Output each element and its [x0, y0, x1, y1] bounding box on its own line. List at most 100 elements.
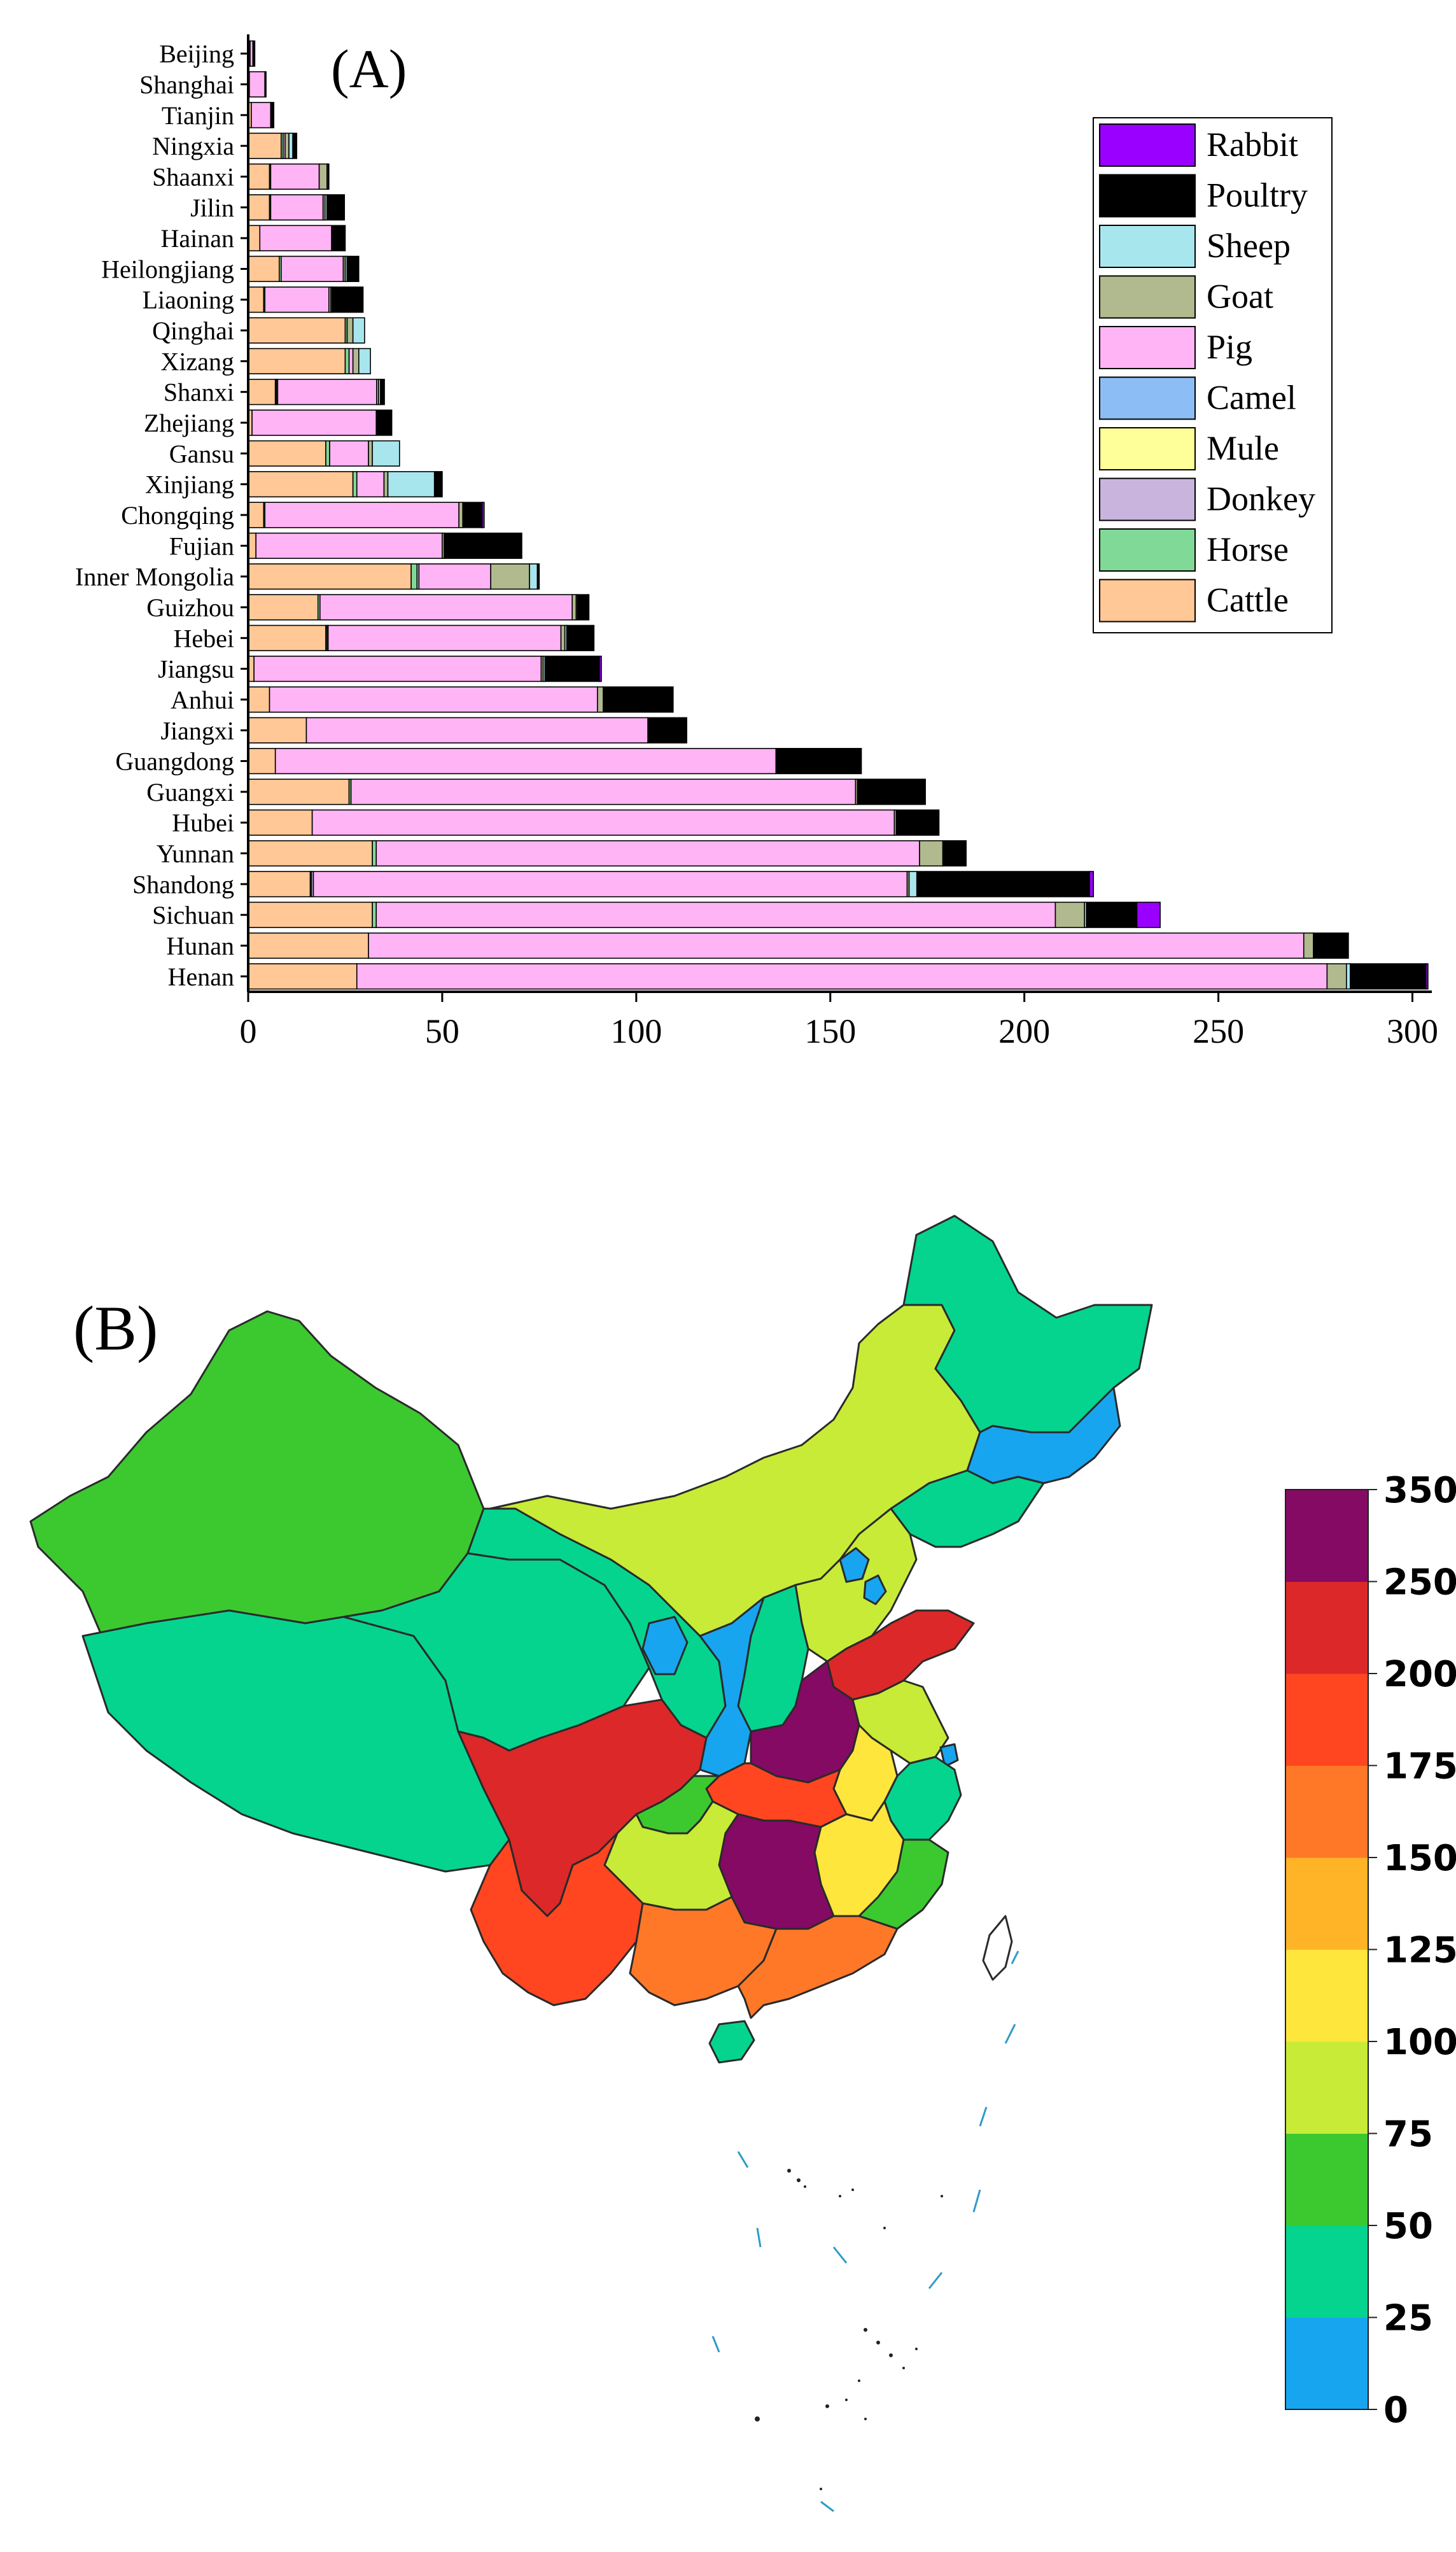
bar-hunan-goat	[1303, 932, 1314, 959]
legend-swatch-poultry	[1099, 174, 1196, 218]
bar-hubei-poultry	[895, 809, 940, 836]
legend-label-goat: Goat	[1207, 278, 1273, 316]
bar-liaoning-cattle	[248, 286, 265, 313]
category-label-sichuan: Sichuan	[152, 901, 234, 929]
category-label-gansu: Gansu	[169, 439, 234, 468]
bar-inner-mongolia-cattle	[248, 563, 412, 590]
bar-fujian-pig	[255, 532, 443, 559]
bar-xizang-pig	[348, 348, 354, 374]
bar-ningxia-goat	[284, 132, 290, 159]
bar-jilin-pig	[270, 194, 324, 221]
category-label-qinghai: Qinghai	[152, 316, 234, 345]
bar-anhui-poultry	[603, 686, 674, 713]
category-label-guizhou: Guizhou	[146, 593, 234, 622]
province-tianjin	[863, 1574, 887, 1605]
bar-yunnan-poultry	[942, 840, 967, 867]
legend: Rabbit Poultry Sheep Goat Pig Camel Mule Donkey…	[1093, 117, 1333, 633]
category-label-jiangsu: Jiangsu	[158, 655, 234, 684]
islands	[755, 2169, 943, 2490]
legend-swatch-mule	[1099, 427, 1196, 470]
colorbar-segment-6	[1285, 1765, 1368, 1858]
bar-hebei-poultry	[566, 624, 595, 651]
bar-tianjin-pig	[251, 102, 272, 129]
x-tick-label-100: 100	[610, 1012, 662, 1050]
category-label-henan: Henan	[168, 962, 234, 991]
bar-guangdong-cattle	[248, 747, 276, 775]
bar-jiangsu-pig	[253, 656, 542, 682]
bar-yunnan-pig	[375, 840, 920, 867]
bar-xinjiang-cattle	[248, 471, 354, 498]
bar-xizang-goat	[352, 348, 360, 374]
bar-anhui-cattle	[248, 686, 270, 713]
bar-hainan-poultry	[331, 225, 346, 251]
bar-guizhou-cattle	[248, 594, 319, 621]
bar-guizhou-goat	[571, 594, 577, 621]
bar-liaoning-pig	[264, 286, 330, 313]
bar-jilin-cattle	[248, 194, 270, 221]
category-label-heilongjiang: Heilongjiang	[101, 255, 234, 283]
x-tick-label-0: 0	[240, 1012, 257, 1050]
legend-swatch-camel	[1099, 376, 1196, 420]
bar-guangdong-poultry	[775, 747, 862, 775]
bar-henan-poultry	[1350, 963, 1427, 990]
bar-jiangxi-poultry	[647, 717, 687, 744]
bar-guangxi-poultry	[857, 779, 926, 805]
category-label-yunnan: Yunnan	[157, 840, 234, 868]
bar-guangxi-pig	[350, 779, 857, 805]
bar-ningxia-cattle	[248, 132, 282, 159]
bar-shandong-poultry	[916, 871, 1090, 898]
category-label-shandong: Shandong	[132, 870, 234, 899]
province-ningxia	[641, 1616, 689, 1675]
legend-label-mule: Mule	[1207, 429, 1279, 467]
bar-zhejiang-poultry	[375, 409, 393, 436]
province-qinghai	[342, 1552, 650, 1752]
bar-inner-mongolia-poultry	[536, 563, 540, 590]
bar-shandong-cattle	[248, 871, 311, 898]
bar-hunan-cattle	[248, 932, 369, 959]
colorbar-tick-label-250: 250	[1383, 1562, 1456, 1604]
bar-gansu-pig	[329, 440, 369, 467]
bar-hunan-pig	[368, 932, 1305, 959]
bar-heilongjiang-poultry	[346, 255, 360, 283]
bar-beijing-poultry	[252, 40, 256, 67]
bar-inner-mongolia-pig	[418, 563, 491, 590]
legend-label-rabbit: Rabbit	[1207, 125, 1298, 164]
colorbar-tick-label-175: 175	[1383, 1746, 1456, 1787]
bar-hubei-pig	[311, 809, 895, 836]
colorbar-segment-2	[1285, 2133, 1368, 2226]
legend-label-horse: Horse	[1207, 530, 1289, 568]
bar-shaanxi-poultry	[327, 163, 330, 190]
category-label-hubei: Hubei	[172, 808, 234, 837]
bar-gansu-sheep	[372, 440, 400, 467]
bar-gansu-goat	[368, 440, 373, 467]
legend-label-camel: Camel	[1207, 379, 1296, 417]
bar-xinjiang-goat	[383, 471, 389, 498]
bar-guizhou-poultry	[577, 594, 590, 621]
category-label-ningxia: Ningxia	[152, 132, 234, 160]
bar-yunnan-cattle	[248, 840, 373, 867]
stacked-bar-chart: (A) BeijingShanghaiTianjinNingxiaShaanxi…	[75, 34, 1438, 1050]
category-label-tianjin: Tianjin	[162, 101, 234, 130]
bar-jiangxi-cattle	[248, 717, 307, 744]
bar-heilongjiang-pig	[281, 255, 344, 283]
bar-ningxia-poultry	[292, 132, 298, 159]
colorbar-tick-label-100: 100	[1383, 2022, 1456, 2063]
bar-sichuan-pig	[375, 901, 1056, 928]
colorbar-segment-5	[1285, 1858, 1368, 1950]
category-label-guangdong: Guangdong	[115, 747, 234, 776]
bar-chongqing-goat	[458, 502, 464, 528]
bar-shaanxi-pig	[270, 163, 320, 190]
panel-label-b: (B)	[73, 1293, 158, 1364]
category-label-inner-mongolia: Inner Mongolia	[75, 563, 234, 591]
province-guangdong	[737, 1915, 899, 2019]
colorbar: 0 25 50 75 100 125 150 175 200 250 350	[1285, 1470, 1456, 2431]
bar-chongqing-poultry	[462, 502, 483, 528]
bar-chongqing-pig	[264, 502, 459, 528]
bar-guizhou-pig	[319, 594, 573, 621]
x-tick-label-200: 200	[998, 1012, 1050, 1050]
bar-ningxia-sheep	[288, 132, 293, 159]
legend-label-donkey: Donkey	[1207, 480, 1315, 518]
colorbar-tick-label-200: 200	[1383, 1654, 1456, 1695]
x-tick-label-150: 150	[804, 1012, 856, 1050]
category-label-anhui: Anhui	[171, 686, 234, 714]
